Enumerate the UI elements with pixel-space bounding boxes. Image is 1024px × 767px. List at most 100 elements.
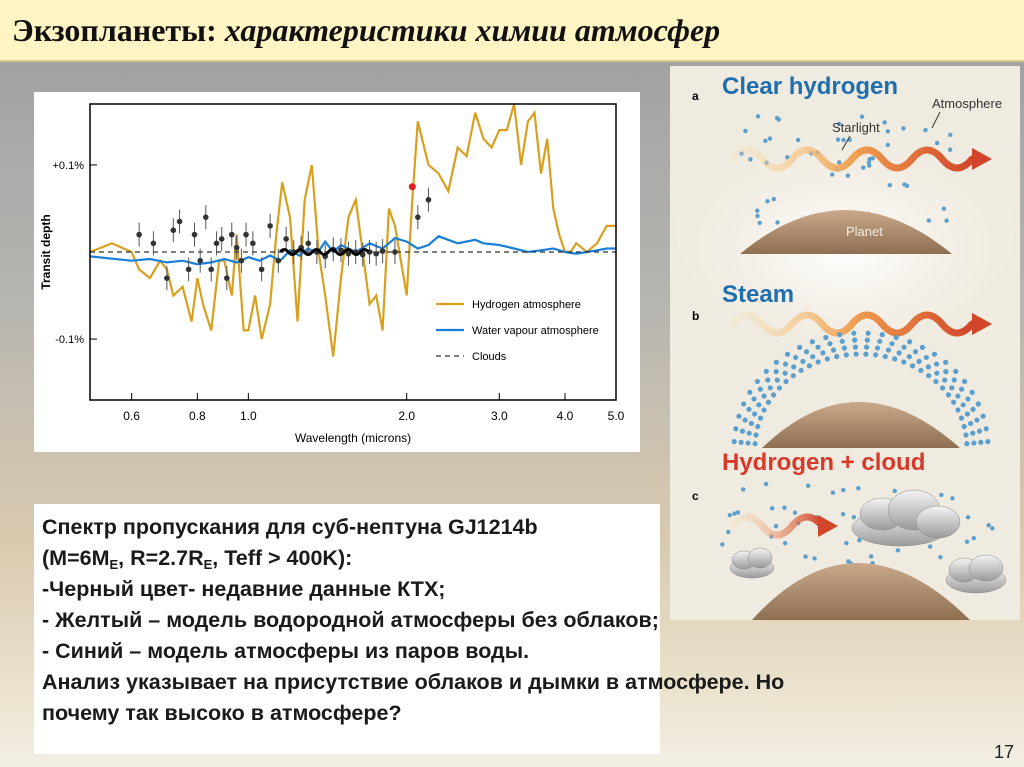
molecule-dot	[763, 368, 769, 374]
molecule-dot	[803, 554, 808, 559]
arrowhead-b	[972, 313, 992, 335]
data-point	[136, 231, 142, 238]
molecule-dot	[874, 345, 881, 351]
molecule-dot	[757, 386, 763, 392]
atmosphere-pointer	[931, 111, 941, 129]
panel-a-title: Clear hydrogen	[722, 73, 898, 100]
molecule-dot	[882, 353, 888, 360]
atmosphere-label: Atmosphere	[932, 96, 1002, 111]
data-point	[275, 257, 282, 264]
molecule-dot	[727, 512, 733, 518]
plot-area	[90, 104, 616, 357]
molecule-dot	[926, 373, 932, 379]
molecule-dot	[830, 490, 836, 495]
molecule-dot	[975, 401, 981, 407]
molecule-dot	[815, 359, 821, 365]
data-point	[359, 251, 366, 258]
molecule-dot	[859, 114, 865, 119]
planet-a	[740, 210, 952, 254]
molecule-dot	[943, 369, 949, 375]
title-bar: Экзопланеты: характеристики химии атмосф…	[0, 0, 1024, 62]
molecule-dot	[782, 505, 787, 510]
molecule-dot	[751, 396, 757, 402]
molecule-dot	[765, 399, 771, 405]
molecule-dot	[824, 356, 830, 362]
molecule-dot	[916, 358, 922, 364]
text-line-1: Спектр пропускания для суб-нептуна GJ121…	[42, 515, 538, 539]
molecule-dot	[856, 485, 861, 491]
molecule-dot	[885, 129, 891, 134]
molecule-dot	[827, 341, 833, 347]
molecule-dot	[757, 415, 764, 421]
axis-ticks: 0.6 0.8 1.0 2.0 3.0 4.0 5.0 +0.1% -0.1%	[53, 160, 625, 423]
molecule-dot	[965, 396, 971, 402]
slide-title: Экзопланеты: характеристики химии атмосф…	[12, 12, 720, 49]
data-point	[233, 244, 240, 251]
molecule-dot	[741, 487, 746, 492]
y-tick-label: -0.1%	[55, 334, 84, 346]
molecule-dot	[885, 347, 892, 353]
x-tick-label: 5.0	[608, 409, 625, 423]
molecule-dot	[934, 140, 940, 146]
legend-label: Water vapour atmosphere	[472, 325, 599, 337]
molecule-dot	[852, 337, 858, 343]
legend-label: Clouds	[472, 351, 507, 363]
molecule-dot	[771, 196, 776, 202]
molecule-dot	[765, 377, 771, 383]
molecule-dot	[970, 430, 976, 436]
molecule-dot	[726, 529, 731, 535]
molecule-dot	[961, 423, 967, 430]
panel-label-b: b	[692, 309, 699, 323]
plot-frame	[89, 103, 617, 401]
molecule-dot	[754, 378, 761, 385]
molecule-dot	[745, 440, 751, 446]
molecule-dot	[968, 420, 974, 427]
molecule-dot	[971, 536, 976, 541]
molecule-dot	[791, 364, 797, 370]
data-point	[218, 236, 225, 242]
molecule-dot	[912, 349, 919, 355]
molecule-dot	[845, 173, 851, 178]
page-number: 17	[993, 742, 1014, 762]
molecule-dot	[892, 488, 897, 494]
molecule-dot	[843, 352, 849, 358]
molecule-dot	[870, 155, 875, 161]
data-point	[223, 275, 230, 281]
molecule-dot	[731, 438, 737, 445]
title-main: Экзопланеты:	[12, 12, 217, 48]
molecule-dot	[810, 354, 816, 360]
molecule-dot	[947, 147, 953, 152]
steam-dots-b	[731, 330, 991, 447]
molecule-dot	[964, 411, 970, 417]
molecule-dot	[752, 411, 758, 417]
molecule-dot	[748, 420, 754, 427]
y-axis-label: Transit depth	[39, 214, 53, 289]
molecule-dot	[965, 515, 971, 520]
molecule-dot	[755, 114, 761, 119]
molecule-dot	[868, 554, 874, 559]
data-point	[176, 218, 183, 225]
molecule-dot	[775, 220, 780, 225]
starlight-pointer	[841, 135, 851, 151]
highlight-point	[408, 183, 416, 191]
molecule-dot	[784, 351, 791, 357]
molecule-dot	[755, 208, 760, 213]
transit-spectrum-chart: 0.6 0.8 1.0 2.0 3.0 4.0 5.0 +0.1% -0.1% Transit …	[39, 103, 625, 445]
planet-b	[762, 402, 960, 448]
data-point	[150, 240, 157, 247]
y-tick-label: +0.1%	[53, 160, 85, 172]
molecule-dot	[887, 182, 893, 188]
molecule-dot	[951, 377, 957, 383]
molecule-dot	[746, 430, 752, 436]
molecule-dot	[950, 496, 955, 501]
molecule-dot	[815, 344, 821, 350]
molecule-dot	[879, 332, 885, 338]
x-tick-label: 0.8	[189, 409, 206, 423]
data-point	[164, 275, 170, 281]
molecule-dot	[834, 353, 840, 360]
molecule-dot	[741, 401, 747, 407]
data-point	[213, 240, 220, 247]
molecule-dot	[951, 399, 957, 405]
molecule-dot	[901, 344, 907, 350]
molecule-dot	[757, 220, 762, 226]
